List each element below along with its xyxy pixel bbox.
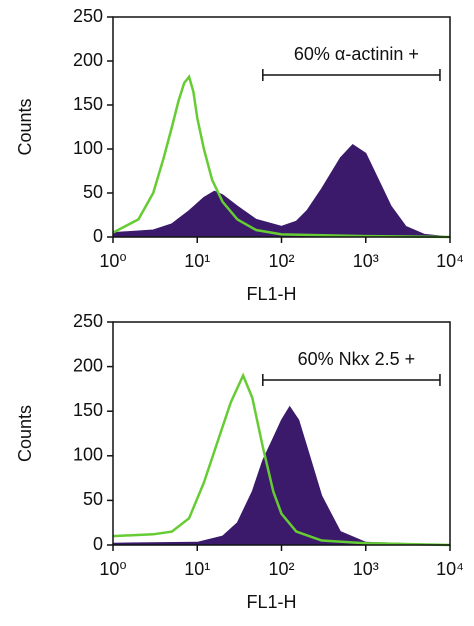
histogram-area [112, 405, 451, 546]
x-tick-label: 10⁰ [99, 251, 126, 271]
y-tick-label: 250 [73, 311, 103, 331]
x-tick-label: 10⁴ [436, 251, 464, 271]
y-tick-label: 100 [73, 445, 103, 465]
y-axis-label: Counts [15, 405, 35, 462]
y-tick-label: 150 [73, 400, 103, 420]
y-tick-label: 50 [83, 489, 103, 509]
gate-label: 60% Nkx 2.5 + [298, 349, 416, 369]
x-tick-label: 10⁰ [99, 559, 126, 579]
y-tick-label: 50 [83, 182, 103, 202]
y-axis-label: Counts [15, 98, 35, 155]
y-tick-label: 200 [73, 355, 103, 375]
histogram-line [112, 372, 451, 547]
x-tick-label: 10² [268, 251, 294, 271]
x-axis-label: FL1-H [246, 592, 296, 612]
histogram-area [112, 143, 451, 238]
x-axis-label: FL1-H [246, 284, 296, 304]
y-tick-label: 150 [73, 94, 103, 114]
x-tick-label: 10⁴ [436, 559, 464, 579]
panel: 0 50 100 150 200 250 10⁰ 10¹ 10² 10³ 10⁴ FL1-H Count… [15, 6, 464, 304]
x-tick-label: 10¹ [184, 559, 210, 579]
x-tick-label: 10² [268, 559, 294, 579]
x-tick-label: 10³ [353, 559, 379, 579]
y-tick-label: 200 [73, 50, 103, 70]
y-tick-label: 0 [93, 534, 103, 554]
x-tick-label: 10³ [353, 251, 379, 271]
y-tick-label: 250 [73, 6, 103, 26]
x-tick-label: 10¹ [184, 251, 210, 271]
gate-label: 60% α-actinin + [294, 44, 419, 64]
histogram-line [112, 74, 451, 239]
y-tick-label: 0 [93, 226, 103, 246]
panel: 0 50 100 150 200 250 10⁰ 10¹ 10² 10³ 10⁴ FL1-H Count… [15, 311, 464, 612]
y-tick-label: 100 [73, 138, 103, 158]
